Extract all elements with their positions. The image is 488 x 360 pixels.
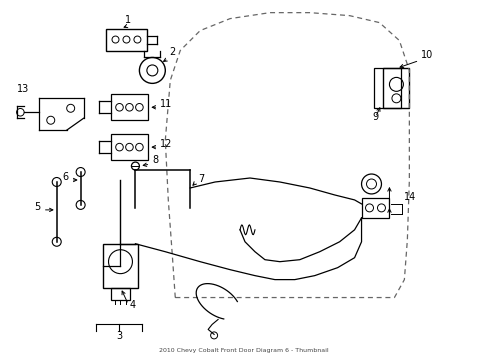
Bar: [373, 68, 401, 108]
Bar: [102, 244, 138, 288]
Text: 6: 6: [62, 172, 68, 182]
Text: 3: 3: [116, 332, 122, 341]
Bar: [110, 94, 148, 120]
Text: 5: 5: [35, 202, 41, 212]
Bar: [361, 198, 388, 218]
Bar: [110, 288, 130, 300]
Text: 7: 7: [198, 174, 204, 184]
Text: 10: 10: [421, 50, 433, 60]
Text: 4: 4: [129, 300, 135, 310]
Text: 8: 8: [152, 155, 158, 165]
Text: 14: 14: [404, 192, 416, 202]
Bar: [110, 134, 148, 160]
Text: 2: 2: [169, 48, 175, 58]
Text: 13: 13: [17, 84, 29, 94]
Text: 11: 11: [160, 99, 172, 109]
Text: 2010 Chevy Cobalt Front Door Diagram 6 - Thumbnail: 2010 Chevy Cobalt Front Door Diagram 6 -…: [159, 348, 328, 353]
Text: 1: 1: [125, 15, 131, 24]
Bar: [383, 68, 408, 108]
Bar: [105, 28, 147, 50]
Text: 12: 12: [160, 139, 172, 149]
Text: 9: 9: [372, 112, 378, 122]
